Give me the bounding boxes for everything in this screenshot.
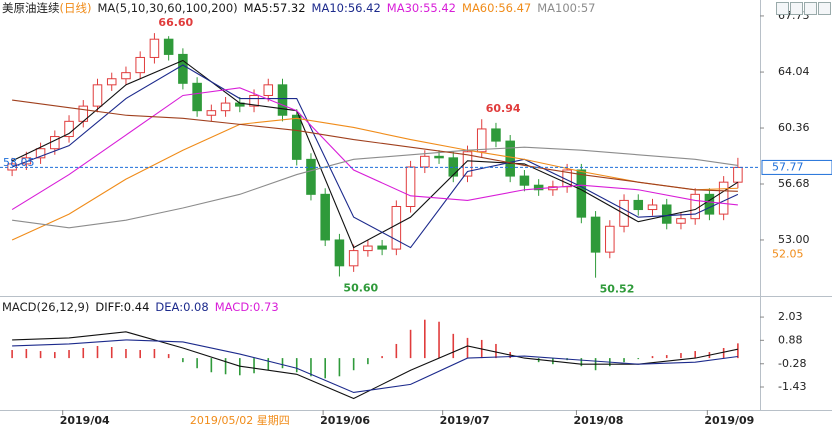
candle-body (320, 193, 330, 241)
candle-body (149, 38, 160, 58)
candle-body (462, 151, 473, 177)
extreme-label: 50.52 (600, 283, 635, 296)
ma-line (12, 146, 738, 229)
y-tick-label: 64.04 (778, 65, 810, 78)
legend-entry: DEA:0.08 (155, 300, 209, 314)
candle-body (590, 216, 601, 253)
candle-body (163, 38, 174, 55)
candle-body (35, 148, 46, 159)
legend-entry: MA5:57.32 (243, 1, 306, 15)
y-tick-label: 0.88 (778, 333, 803, 346)
candle-body (64, 120, 74, 138)
candle-body (206, 110, 217, 116)
y-tick-label: -1.43 (778, 380, 806, 393)
price-label: 58.05 (3, 156, 35, 169)
candle-body (605, 225, 615, 253)
candle-body (647, 204, 658, 211)
y-tick-label: 53.00 (778, 233, 810, 246)
legend-entry: MA100:57 (537, 1, 596, 15)
candle-body (519, 175, 530, 186)
candle-body (192, 82, 202, 112)
candle-body (92, 84, 103, 107)
legend-entry: MACD:0.73 (214, 300, 279, 314)
price-label-box (761, 159, 832, 175)
candle-body (348, 250, 359, 267)
extreme-label: 50.60 (343, 281, 378, 294)
candle-body (178, 53, 188, 84)
candle-body (334, 239, 345, 267)
y-tick-label: 56.68 (778, 177, 810, 190)
candle-body (291, 114, 302, 160)
cursor-label: 2019/05/02 星期四 (190, 414, 290, 427)
candle-body (690, 193, 700, 220)
candle-body (135, 56, 145, 74)
legend-entry: DIFF:0.44 (95, 300, 150, 314)
ma-line (12, 99, 738, 192)
legend-title: MA(5,10,30,60,100,200) (97, 1, 238, 15)
ma-line (12, 331, 738, 400)
candle-body (733, 166, 743, 183)
candle-body (718, 181, 729, 215)
candle-body (405, 166, 416, 208)
y-tick-label: 60.36 (778, 121, 810, 134)
candle-body (676, 218, 686, 224)
price-label: 57.77 (772, 160, 804, 173)
price-label: 52.05 (772, 247, 804, 260)
candle-body (576, 169, 587, 218)
ma-line (11, 87, 738, 211)
candle-body (704, 193, 715, 215)
x-tick-label: 2019/09 (704, 414, 754, 427)
candle-body (249, 94, 259, 107)
shrink-button[interactable] (790, 2, 803, 15)
title: 美原油连续 (2, 1, 60, 15)
y-tick-label: 2.03 (778, 310, 803, 323)
price-legend: 美原油连续(日线) MA(5,10,30,60,100,200) MA5:57.32… (2, 0, 602, 16)
x-tick-label: 2019/08 (573, 414, 623, 427)
candle-body (277, 84, 288, 116)
candle-body (21, 157, 32, 165)
candle-body (363, 245, 373, 252)
candle-body (306, 158, 316, 195)
ma-line (12, 339, 738, 394)
legend-entry: MA10:56.42 (311, 1, 381, 15)
candle-body (533, 184, 544, 191)
legend-entry: MA30:55.42 (386, 1, 457, 15)
candle-body (476, 128, 487, 153)
ma-line (11, 64, 739, 249)
candle-body (263, 84, 274, 96)
close-button[interactable] (818, 2, 831, 15)
subtitle: (日线) (59, 1, 92, 15)
candle-body (633, 199, 644, 211)
x-tick-label: 2019/07 (440, 414, 490, 427)
candle-body (220, 102, 231, 112)
x-tick-label: 2019/04 (60, 414, 110, 427)
macd-legend: MACD(26,12,9) DIFF:0.44 DEA:0.08 MACD:0.73 (2, 299, 285, 315)
legend-entry: MA60:56.47 (462, 1, 532, 15)
candle-body (377, 245, 387, 250)
extreme-label: 66.60 (158, 16, 193, 29)
candle-body (505, 140, 515, 177)
candle-body (661, 204, 672, 224)
zoom-button[interactable] (776, 2, 789, 15)
y-tick-label: -0.28 (778, 357, 806, 370)
candle-body (434, 155, 444, 159)
candle-body (106, 78, 117, 86)
extreme-label: 60.94 (486, 102, 521, 115)
candle-body (491, 128, 501, 142)
legend-title: MACD(26,12,9) (2, 300, 90, 314)
candle-body (121, 72, 131, 80)
x-tick-label: 2019/06 (320, 414, 370, 427)
candle-body (420, 155, 430, 168)
settings-button[interactable] (804, 2, 817, 15)
candle-body (391, 206, 402, 250)
